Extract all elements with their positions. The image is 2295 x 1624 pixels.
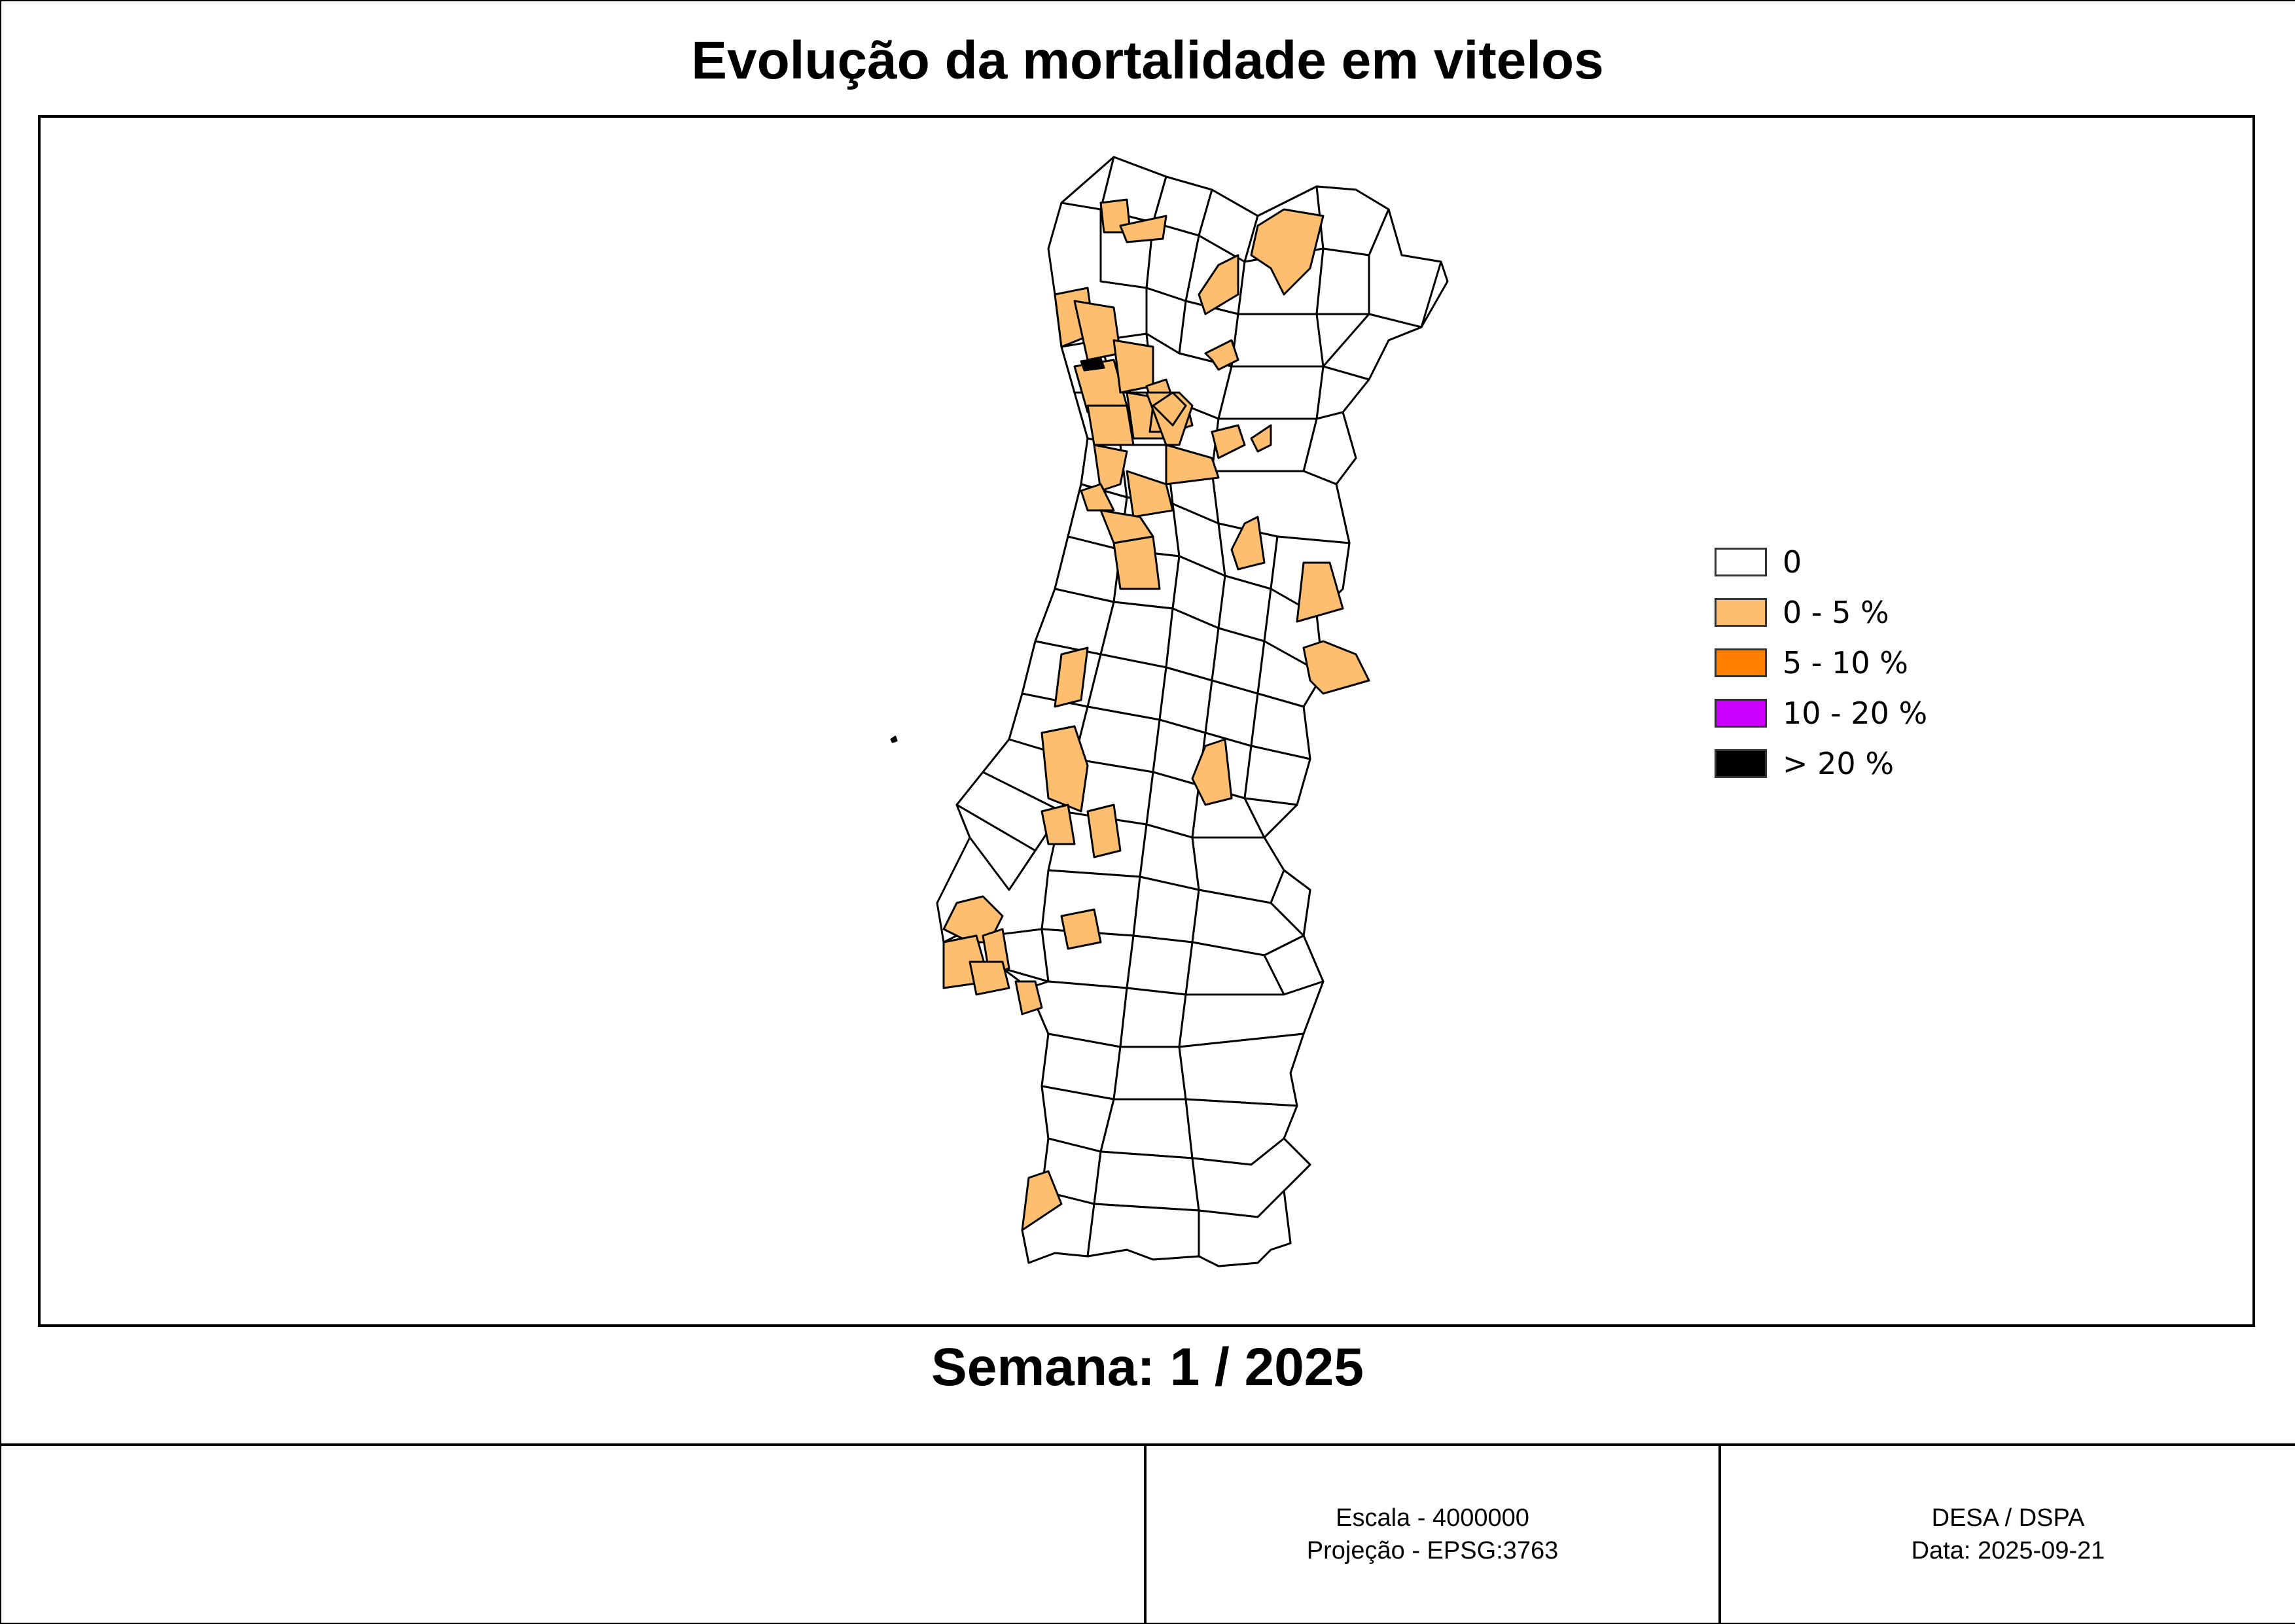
legend-item: 10 - 20 % <box>1715 688 1927 738</box>
portugal-choropleth-map[interactable] <box>41 118 2252 1324</box>
region-low <box>1021 1170 1063 1231</box>
legend-swatch <box>1715 749 1767 778</box>
region-low <box>1112 535 1161 590</box>
date-text: Data: 2025-09-21 <box>1911 1537 2105 1564</box>
region-low <box>1191 738 1233 806</box>
region-low <box>1119 215 1167 243</box>
islet <box>890 735 898 743</box>
region-low <box>1250 424 1272 453</box>
region-low <box>1086 803 1122 858</box>
legend-swatch <box>1715 547 1767 576</box>
legend-swatch <box>1715 648 1767 677</box>
footer-org-cell: DESA / DSPA Data: 2025-09-21 <box>1721 1446 2295 1623</box>
legend-label: 10 - 20 % <box>1783 695 1928 731</box>
region-low <box>1080 483 1115 512</box>
region-low <box>969 961 1010 996</box>
region-low <box>1093 444 1128 492</box>
legend-item: 0 - 5 % <box>1715 587 1927 637</box>
week-label: Semana: 1 / 2025 <box>931 1337 1364 1397</box>
region-low <box>1211 424 1246 459</box>
legend-item: 5 - 10 % <box>1715 637 1927 688</box>
legend-label: 0 - 5 % <box>1783 594 1889 630</box>
region-low <box>1198 254 1239 315</box>
footer-scale-cell: Escala - 4000000 Projeção - EPSG:3763 <box>1147 1446 1721 1623</box>
region-low <box>1086 404 1135 446</box>
region-low <box>1041 725 1089 813</box>
legend-label: 5 - 10 % <box>1783 644 1908 680</box>
region-low <box>1014 980 1043 1015</box>
legend-item: > 20 % <box>1715 738 1927 788</box>
region-low <box>1112 339 1154 394</box>
region-low <box>1152 391 1187 427</box>
region-high <box>1080 357 1105 372</box>
region-low <box>1302 640 1370 695</box>
region-low <box>1204 339 1239 371</box>
footer: Escala - 4000000 Projeção - EPSG:3763 DE… <box>0 1443 2295 1623</box>
legend-swatch <box>1715 698 1767 728</box>
legend-item: 0 <box>1715 537 1927 587</box>
legend-swatch <box>1715 597 1767 627</box>
map-legend: 0 0 - 5 % 5 - 10 % 10 - 20 % > 20 % <box>1715 537 1927 788</box>
region-low <box>1054 646 1089 708</box>
region-low <box>1126 470 1174 518</box>
region-low <box>1296 561 1344 623</box>
region-low <box>1250 208 1325 296</box>
map-frame <box>38 115 2255 1327</box>
footer-empty-cell <box>0 1446 1147 1623</box>
org-text: DESA / DSPA <box>1931 1504 2085 1532</box>
region-low <box>1060 908 1102 950</box>
scale-text: Escala - 4000000 <box>1336 1504 1529 1532</box>
map-title: Evolução da mortalidade em vitelos <box>691 31 1604 90</box>
legend-label: 0 <box>1783 544 1802 580</box>
projection-text: Projeção - EPSG:3763 <box>1306 1537 1559 1564</box>
region-low <box>1230 516 1266 571</box>
region-low <box>1165 444 1220 485</box>
legend-label: > 20 % <box>1783 745 1895 781</box>
region-low <box>1041 803 1076 845</box>
